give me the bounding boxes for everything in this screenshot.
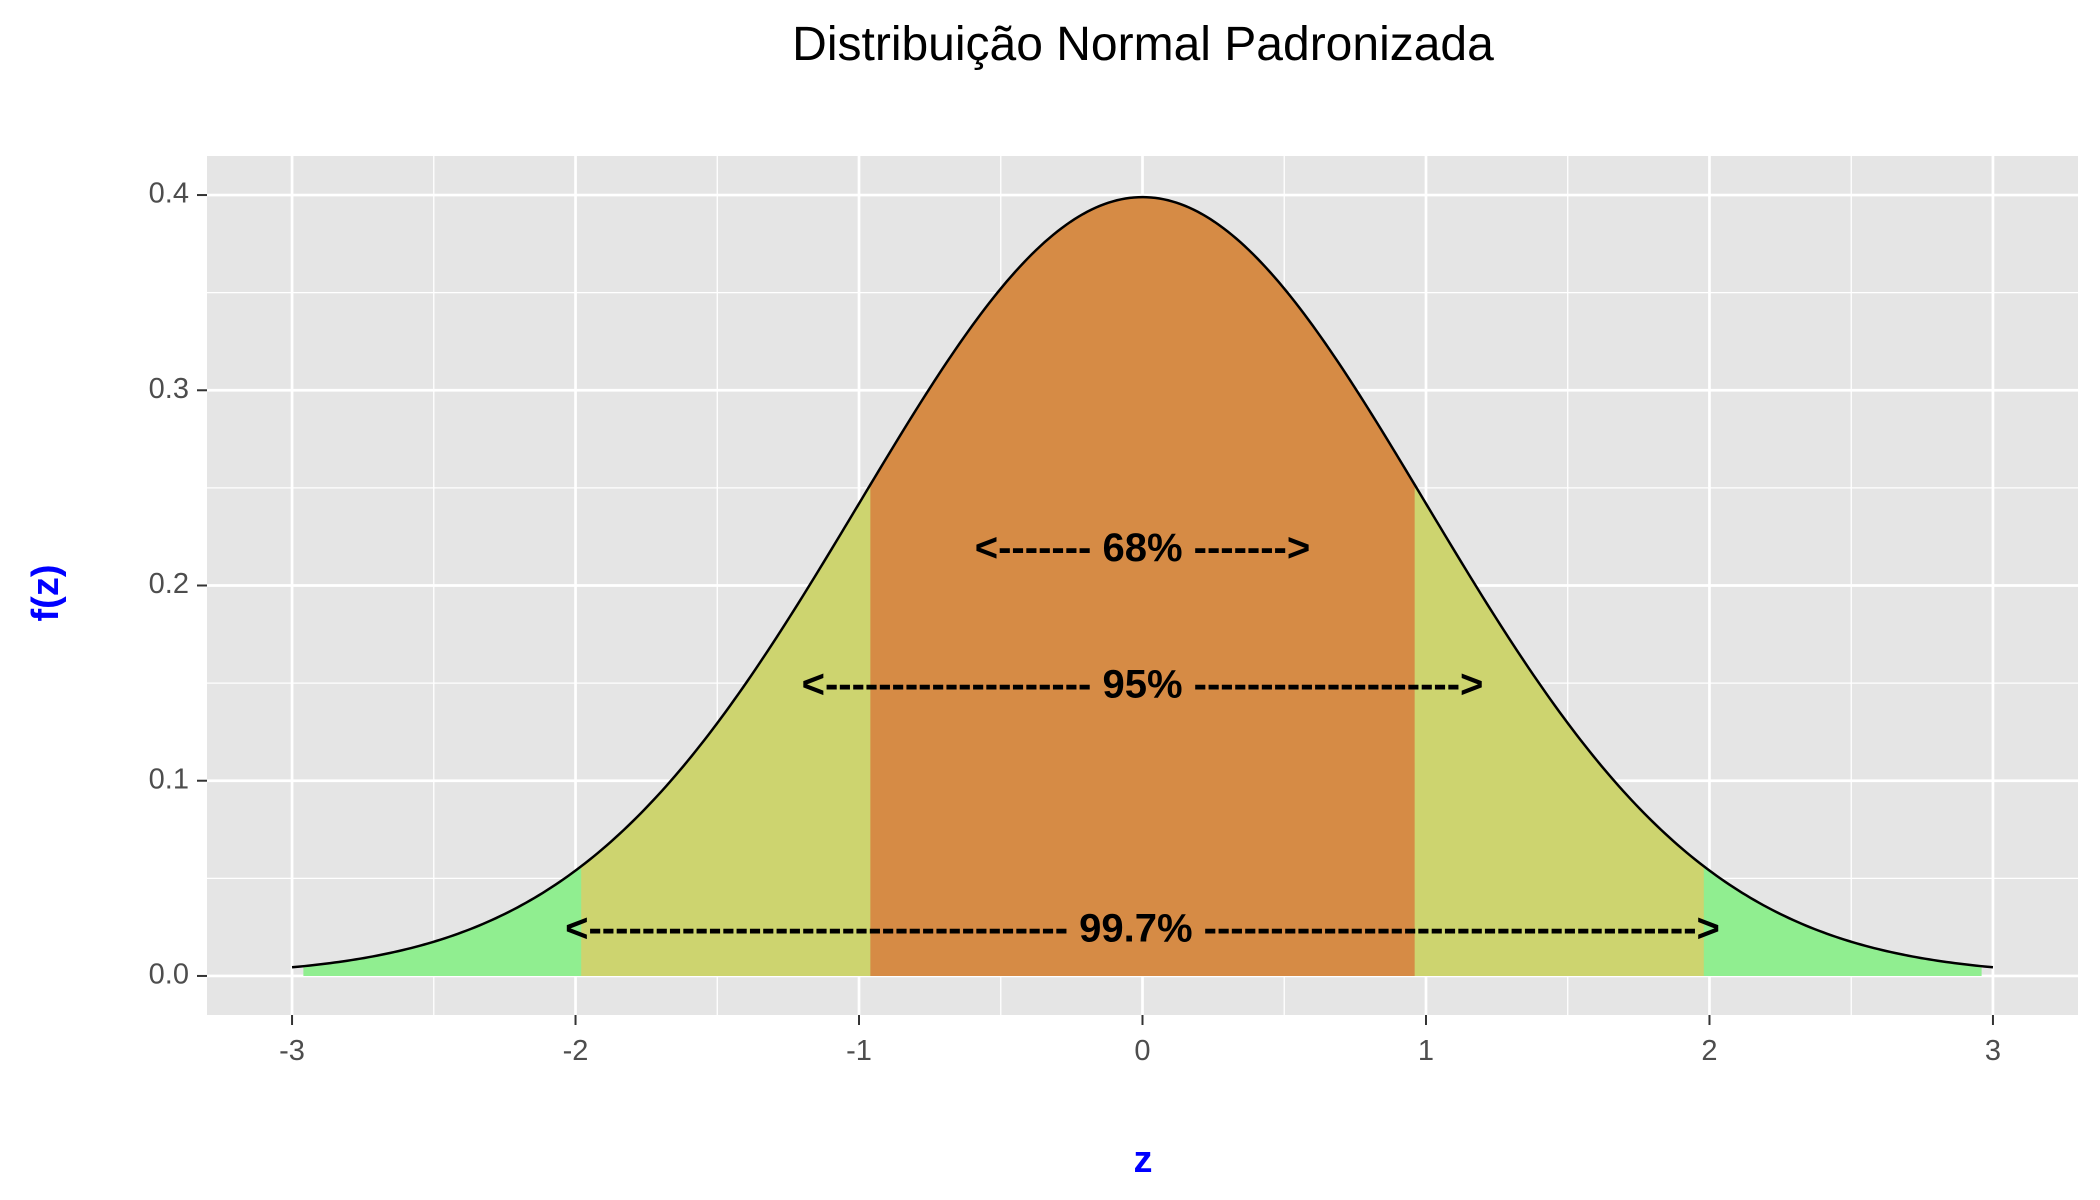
y-tick-label: 0.0	[149, 959, 189, 991]
annotation-label: <------------------------------------ 99…	[565, 907, 1720, 951]
x-tick-label: -1	[846, 1035, 872, 1067]
y-tick-label: 0.4	[149, 178, 189, 210]
annotation-label: <-------------------- 95% --------------…	[802, 663, 1484, 707]
shaded-region-3	[870, 197, 1415, 976]
y-axis-ticks: 0.0 0.1 0.2 0.3 0.4	[149, 178, 207, 991]
y-tick-label: 0.1	[149, 763, 189, 795]
y-tick-label: 0.3	[149, 373, 189, 405]
y-axis-title: f(z)	[25, 565, 67, 622]
x-tick-label: 3	[1985, 1035, 2001, 1067]
x-tick-label: 2	[1701, 1035, 1717, 1067]
x-tick-label: 0	[1134, 1035, 1150, 1067]
shaded-regions	[303, 197, 1982, 976]
annotations: <------- 68% -------> <------------------…	[565, 526, 1720, 951]
x-axis-ticks: -3 -2 -1 0 1 2 3	[279, 1015, 2001, 1067]
x-tick-label: -2	[563, 1035, 589, 1067]
x-tick-label: 1	[1418, 1035, 1434, 1067]
y-tick-label: 0.2	[149, 568, 189, 600]
annotation-label: <------- 68% ------->	[975, 526, 1311, 570]
x-axis-title: z	[1134, 1139, 1153, 1181]
density-curve	[291, 195, 1994, 969]
chart-title: Distribuição Normal Padronizada	[792, 18, 1494, 71]
x-tick-label: -3	[279, 1035, 305, 1067]
